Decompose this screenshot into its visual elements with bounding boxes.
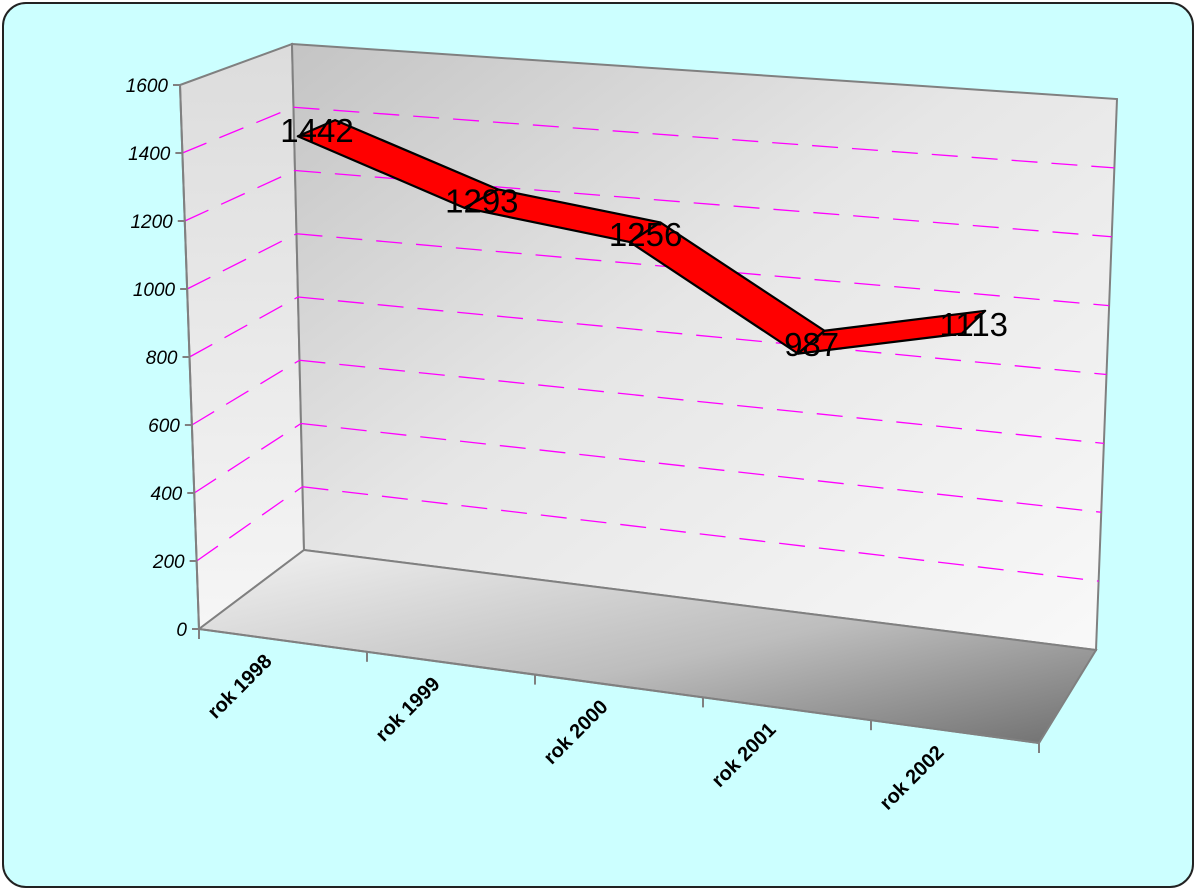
gridline-side [186, 233, 297, 290]
series-ribbon [296, 119, 987, 355]
back-wall-gridlines [293, 106, 1115, 582]
gridline-back [299, 359, 1104, 445]
y-tick-label: 1000 [133, 280, 176, 301]
x-tick-label: rok 2002 [876, 742, 949, 815]
gridline-back [302, 486, 1099, 582]
data-label: 987 [784, 326, 839, 363]
x-tick-label: rok 1998 [204, 650, 277, 723]
gridline-side [193, 422, 302, 494]
gridline-back [300, 422, 1102, 513]
gridline-side [189, 296, 299, 358]
chart-svg: 0 200 400 600 800 1000 1200 1400 1600 1442 1293 12… [126, 42, 1119, 815]
x-axis-ticks [198, 629, 1040, 753]
ribbon-segment [796, 309, 987, 355]
data-label: 1256 [609, 216, 682, 253]
gridline-side [182, 106, 294, 154]
y-tick-label: 1200 [130, 212, 173, 233]
gridline-side [184, 169, 296, 222]
y-tick-label: 800 [146, 348, 178, 369]
gridline-side [191, 359, 300, 426]
x-tick-label: rok 2001 [708, 719, 781, 792]
gridline-back [293, 106, 1115, 169]
gridline-back [297, 296, 1107, 376]
y-tick-label: 200 [152, 552, 185, 573]
y-tick-label: 600 [148, 416, 180, 437]
x-tick-label: rok 1999 [372, 673, 445, 746]
data-label: 1113 [940, 306, 1009, 343]
back-wall [290, 42, 1119, 652]
y-tick-label: 1400 [128, 144, 171, 165]
y-tick-label: 0 [176, 620, 187, 641]
data-labels: 1442 1293 1256 987 1113 [280, 112, 1008, 363]
data-label: 1293 [445, 182, 518, 219]
data-label: 1442 [280, 112, 353, 149]
y-axis-ticks: 0 200 400 600 800 1000 1200 1400 1600 [126, 76, 199, 641]
gridline-side [196, 486, 303, 562]
side-wall-gridlines [182, 106, 303, 562]
x-axis-line [198, 628, 1040, 744]
y-tick-label: 400 [151, 484, 183, 505]
y-tick-label: 1600 [126, 76, 169, 97]
x-tick-label: rok 2000 [540, 696, 613, 769]
